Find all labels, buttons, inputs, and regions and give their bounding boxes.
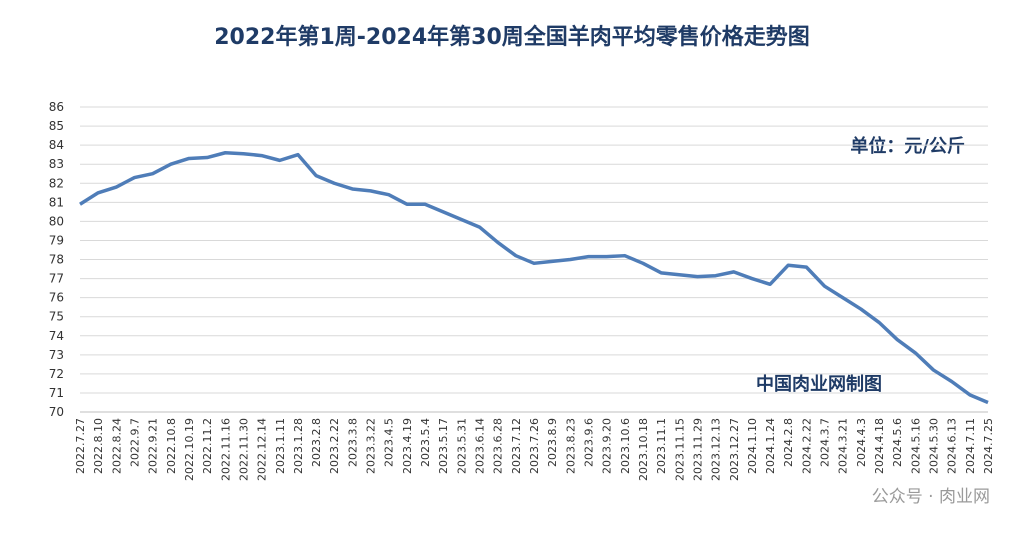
x-tick-label: 2024.5.30 [928,418,941,474]
y-tick-label: 78 [49,253,64,267]
x-tick-label: 2023.1.11 [274,418,287,474]
y-tick-label: 71 [49,386,64,400]
x-tick-label: 2023.8.9 [546,418,559,467]
x-tick-label: 2023.10.6 [619,418,632,474]
x-tick-label: 2024.7.25 [982,418,995,474]
x-tick-label: 2023.7.26 [528,418,541,474]
x-tick-label: 2023.4.19 [401,418,414,474]
x-tick-label: 2023.1.28 [292,418,305,474]
y-tick-label: 85 [49,119,64,133]
x-tick-label: 2024.7.11 [964,418,977,474]
watermark: 公众号 · 肉业网 [872,487,990,507]
x-tick-label: 2022.9.7 [128,418,141,467]
x-tick-label: 2022.11.30 [237,418,250,481]
y-tick-label: 80 [49,214,64,228]
x-tick-label: 2024.1.24 [764,418,777,474]
y-tick-label: 81 [49,195,64,209]
y-tick-label: 72 [49,367,64,381]
x-tick-label: 2022.11.2 [201,418,214,474]
x-tick-label: 2022.11.16 [219,418,232,481]
x-tick-label: 2023.5.17 [437,418,450,474]
x-tick-label: 2023.11.15 [673,418,686,481]
x-tick-label: 2023.7.12 [510,418,523,474]
x-tick-label: 2023.10.18 [637,418,650,481]
x-tick-label: 2024.5.6 [891,418,904,467]
x-tick-label: 2024.6.13 [946,418,959,474]
x-tick-label: 2023.9.6 [582,418,595,467]
x-tick-label: 2024.4.18 [873,418,886,474]
x-tick-label: 2022.8.24 [110,418,123,474]
x-tick-label: 2022.7.27 [74,418,87,474]
y-tick-label: 83 [49,157,64,171]
x-tick-label: 2023.6.28 [492,418,505,474]
x-tick-label: 2024.2.22 [800,418,813,474]
x-tick-label: 2023.2.8 [310,418,323,467]
y-tick-label: 70 [49,405,64,419]
x-tick-label: 2022.10.19 [183,418,196,481]
x-tick-label: 2022.12.14 [256,418,269,481]
x-tick-label: 2023.12.27 [728,418,741,481]
y-tick-label: 77 [49,272,64,286]
x-tick-label: 2024.5.16 [909,418,922,474]
x-tick-label: 2023.6.14 [474,418,487,474]
y-tick-label: 79 [49,233,64,247]
y-tick-label: 86 [49,100,64,114]
x-tick-label: 2023.3.8 [346,418,359,467]
y-tick-label: 75 [49,310,64,324]
x-tick-label: 2023.3.22 [365,418,378,474]
x-tick-label: 2024.2.8 [782,418,795,467]
x-tick-label: 2023.4.5 [383,418,396,467]
x-tick-label: 2024.4.3 [855,418,868,467]
x-tick-label: 2022.9.21 [147,418,160,474]
x-tick-label: 2024.3.21 [837,418,850,474]
x-tick-label: 2023.2.22 [328,418,341,474]
y-tick-label: 84 [49,138,64,152]
x-tick-label: 2024.1.10 [746,418,759,474]
y-tick-label: 73 [49,348,64,362]
credit-annotation: 中国肉业网制图 [756,373,882,395]
x-tick-label: 2022.10.8 [165,418,178,474]
x-tick-label: 2023.9.20 [601,418,614,474]
x-tick-label: 2023.11.1 [655,418,668,474]
x-tick-label: 2023.11.29 [691,418,704,481]
x-tick-label: 2024.3.7 [819,418,832,467]
unit-annotation: 单位：元/公斤 [850,135,965,157]
data-line [79,151,989,405]
x-tick-label: 2023.8.23 [564,418,577,474]
x-tick-label: 2023.5.4 [419,418,432,467]
y-tick-label: 82 [49,176,64,190]
x-tick-label: 2023.5.31 [455,418,468,474]
y-tick-label: 74 [49,329,64,343]
y-tick-label: 76 [49,291,64,305]
x-tick-label: 2023.12.13 [710,418,723,481]
chart-title: 2022年第1周-2024年第30周全国羊肉平均零售价格走势图 [214,24,810,50]
x-tick-label: 2022.8.10 [92,418,105,474]
